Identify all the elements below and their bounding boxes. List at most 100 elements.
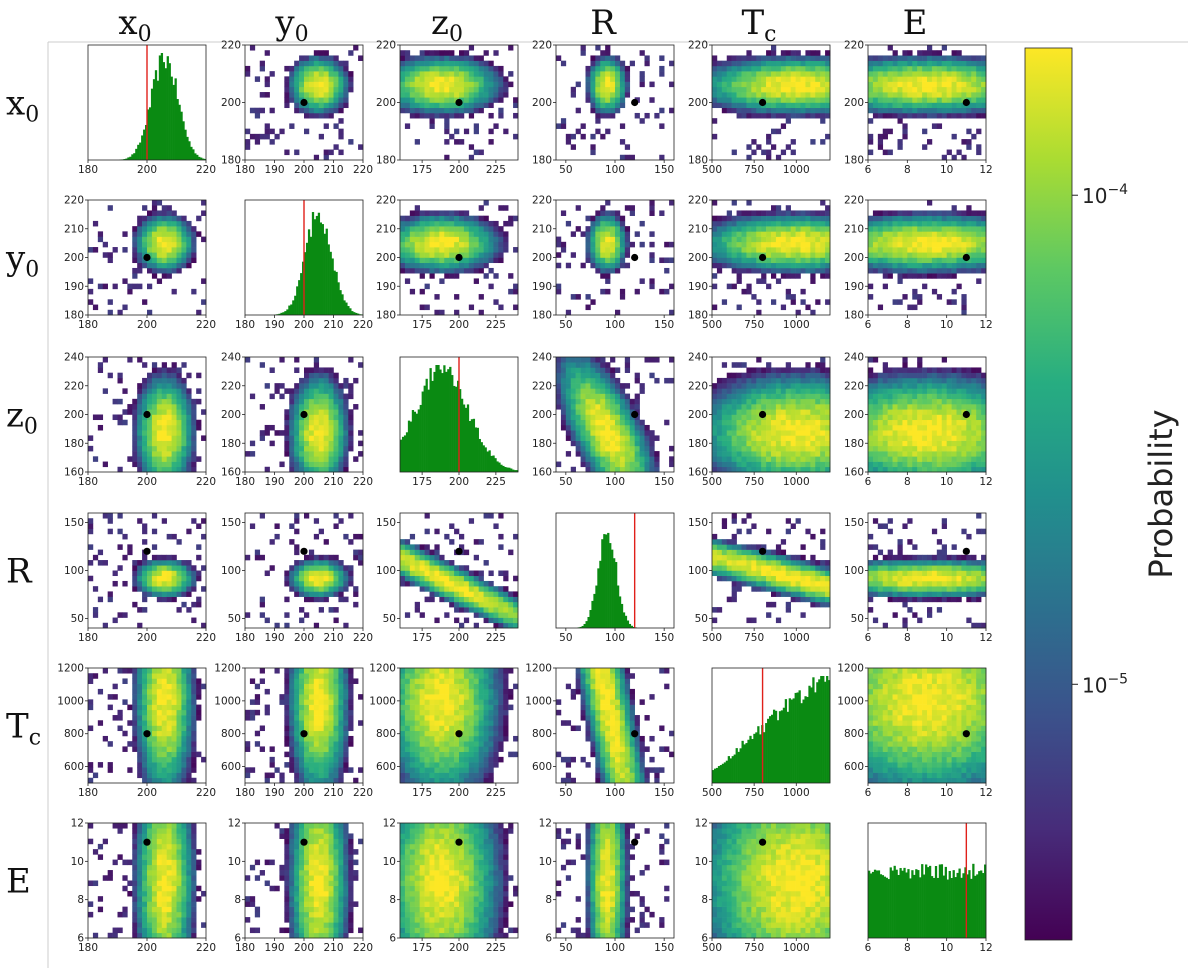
heatmap-cell [430,273,435,279]
heatmap-cell [640,462,645,468]
heatmap-cell [449,231,454,237]
true-value-dot [963,254,970,261]
y-tick-label: 200 [688,252,708,264]
heatmap-cell [186,420,191,426]
heatmap-cell [825,383,830,389]
heatmap-cell [590,87,595,93]
heatmap-cell [907,237,912,243]
heatmap-cell [815,399,820,405]
heatmap-cell [469,45,474,51]
heatmap-cell [625,155,630,161]
heatmap-cell [952,409,957,415]
heatmap-cell [771,205,776,211]
heatmap-cell [942,82,947,88]
heatmap-cell [324,404,329,410]
heatmap-cell [746,446,751,452]
heatmap-cell [917,404,922,410]
heatmap-cell [162,456,167,462]
heatmap-cell [595,61,600,67]
heatmap-cell [127,289,132,295]
heatmap-cell [751,87,756,93]
heatmap-cell [873,430,878,436]
heatmap-cell [873,210,878,216]
y-tick-label: 160 [844,467,864,479]
y-tick-label: 180 [532,155,552,167]
heatmap-cell [576,357,581,363]
heatmap-cell [600,210,605,216]
heatmap-cell [571,415,576,421]
heatmap-cell [712,462,717,468]
heatmap-cell [439,92,444,98]
heatmap-cell [902,467,907,473]
heatmap-cell [415,268,420,274]
heatmap-cell [420,87,425,93]
x-tick-label: 210 [323,319,343,331]
heatmap-cell [590,394,595,400]
heatmap-cell [415,97,420,103]
heatmap-cell [883,399,888,405]
heatmap-cell [791,378,796,384]
heatmap-cell [796,61,801,67]
heatmap-cell [425,216,430,222]
heatmap-cell [137,263,142,269]
heatmap-cell [751,97,756,103]
heatmap-cell [474,92,479,98]
heatmap-cell [294,82,299,88]
heatmap-cell [319,415,324,421]
heatmap-cell [907,373,912,379]
histogram-bar [465,408,467,472]
heatmap-cell [883,394,888,400]
heatmap-cell [742,76,747,82]
heatmap-cell [781,242,786,248]
heatmap-cell [810,221,815,227]
heatmap-cell [605,87,610,93]
heatmap-cell [742,451,747,457]
heatmap-cell [610,388,615,394]
heatmap-cell [98,231,103,237]
heatmap-cell [88,247,93,253]
heatmap-cell [825,252,830,258]
heatmap-cell [786,216,791,222]
heatmap-cell [610,399,615,405]
heatmap-cell [434,76,439,82]
heatmap-cell [265,425,270,431]
heatmap-cell [766,394,771,400]
heatmap-cell [324,82,329,88]
heatmap-cell [635,456,640,462]
heatmap-cell [873,61,878,67]
heatmap-cell [314,404,319,410]
heatmap-cell [493,237,498,243]
heatmap-cell [635,420,640,426]
heatmap-cell [942,441,947,447]
heatmap-cell [439,82,444,88]
heatmap-cell [122,231,127,237]
heatmap-cell [902,373,907,379]
heatmap-cell [976,446,981,452]
heatmap-cell [464,92,469,98]
heatmap-cell [566,263,571,269]
heatmap-cell [610,87,615,93]
heatmap-cell [625,462,630,468]
heatmap-cell [932,231,937,237]
heatmap-cell [489,237,494,243]
heatmap-cell [746,103,751,109]
y-tick-label: 200 [688,409,708,421]
heatmap-cell [971,92,976,98]
heatmap-cell [410,87,415,93]
heatmap-cell [324,435,329,441]
heatmap-cell [742,289,747,295]
heatmap-cell [917,97,922,103]
heatmap-cell [576,226,581,232]
heatmap-cell [132,242,137,248]
heatmap-cell [742,92,747,98]
heatmap-cell [615,415,620,421]
heatmap-cell [334,399,339,405]
heatmap-cell [737,278,742,284]
heatmap-cell [137,247,142,253]
heatmap-cell [348,383,353,389]
heatmap-cell [137,226,142,232]
heatmap-cell [732,71,737,77]
heatmap-cell [498,226,503,232]
histogram-bar [471,419,473,472]
x-tick-label: 12 [979,319,992,331]
